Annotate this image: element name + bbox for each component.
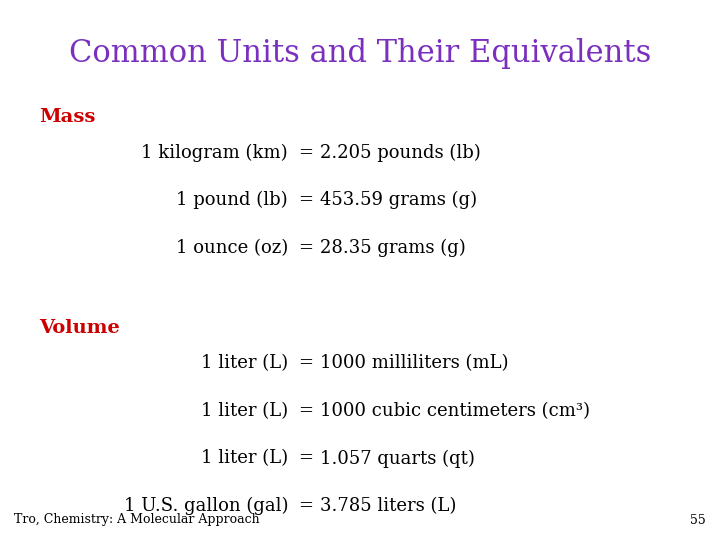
Text: 1 liter (L): 1 liter (L) bbox=[201, 402, 288, 420]
Text: =: = bbox=[299, 191, 313, 209]
Text: 1 pound (lb): 1 pound (lb) bbox=[176, 191, 288, 210]
Text: 3.785 liters (L): 3.785 liters (L) bbox=[320, 497, 456, 515]
Text: =: = bbox=[299, 354, 313, 372]
Text: 2.205 pounds (lb): 2.205 pounds (lb) bbox=[320, 144, 481, 162]
Text: 1 kilogram (km): 1 kilogram (km) bbox=[141, 144, 288, 162]
Text: 55: 55 bbox=[690, 514, 706, 526]
Text: Volume: Volume bbox=[40, 319, 120, 336]
Text: Common Units and Their Equivalents: Common Units and Their Equivalents bbox=[69, 38, 651, 69]
Text: =: = bbox=[299, 402, 313, 420]
Text: =: = bbox=[299, 497, 313, 515]
Text: =: = bbox=[299, 239, 313, 256]
Text: Tro, Chemistry: A Molecular Approach: Tro, Chemistry: A Molecular Approach bbox=[14, 514, 260, 526]
Text: Mass: Mass bbox=[40, 108, 96, 126]
Text: =: = bbox=[299, 144, 313, 161]
Text: 1 liter (L): 1 liter (L) bbox=[201, 449, 288, 467]
Text: 1.057 quarts (qt): 1.057 quarts (qt) bbox=[320, 449, 475, 468]
Text: 28.35 grams (g): 28.35 grams (g) bbox=[320, 239, 466, 257]
Text: 1 liter (L): 1 liter (L) bbox=[201, 354, 288, 372]
Text: 1000 cubic centimeters (cm³): 1000 cubic centimeters (cm³) bbox=[320, 402, 590, 420]
Text: 453.59 grams (g): 453.59 grams (g) bbox=[320, 191, 477, 210]
Text: 1 U.S. gallon (gal): 1 U.S. gallon (gal) bbox=[124, 497, 288, 515]
Text: 1000 milliliters (mL): 1000 milliliters (mL) bbox=[320, 354, 509, 372]
Text: 1 ounce (oz): 1 ounce (oz) bbox=[176, 239, 288, 256]
Text: =: = bbox=[299, 449, 313, 467]
